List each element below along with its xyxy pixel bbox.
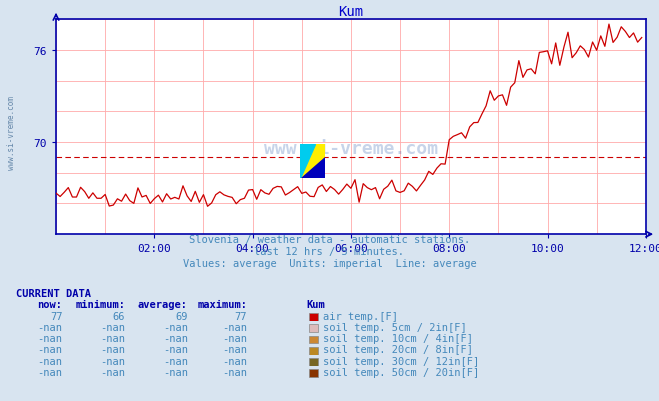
Text: -nan: -nan [38,356,63,366]
Text: last 12 hrs / 5 minutes.: last 12 hrs / 5 minutes. [254,247,405,257]
Polygon shape [301,158,325,178]
Text: -nan: -nan [100,367,125,377]
Text: 77: 77 [235,311,247,321]
Text: soil temp. 10cm / 4in[F]: soil temp. 10cm / 4in[F] [323,333,473,343]
Text: minimum:: minimum: [75,300,125,310]
Text: -nan: -nan [163,333,188,343]
Text: -nan: -nan [38,367,63,377]
Text: -nan: -nan [163,344,188,354]
Text: 69: 69 [175,311,188,321]
Text: -nan: -nan [100,333,125,343]
Text: CURRENT DATA: CURRENT DATA [16,288,92,298]
Polygon shape [300,144,315,178]
Text: Values: average  Units: imperial  Line: average: Values: average Units: imperial Line: av… [183,259,476,269]
Text: -nan: -nan [163,367,188,377]
Text: 66: 66 [113,311,125,321]
Text: www.si-vreme.com: www.si-vreme.com [264,140,438,158]
Text: 77: 77 [50,311,63,321]
Text: -nan: -nan [222,356,247,366]
Text: -nan: -nan [222,333,247,343]
Text: soil temp. 5cm / 2in[F]: soil temp. 5cm / 2in[F] [323,322,467,332]
Text: -nan: -nan [100,356,125,366]
Text: -nan: -nan [222,322,247,332]
Text: -nan: -nan [100,344,125,354]
Text: Kum: Kum [306,300,325,310]
Text: soil temp. 20cm / 8in[F]: soil temp. 20cm / 8in[F] [323,344,473,354]
Text: www.si-vreme.com: www.si-vreme.com [7,95,16,169]
Title: Kum: Kum [338,5,364,19]
Text: Slovenia / weather data - automatic stations.: Slovenia / weather data - automatic stat… [189,235,470,245]
Text: now:: now: [38,300,63,310]
Text: -nan: -nan [163,356,188,366]
Text: -nan: -nan [222,367,247,377]
Text: soil temp. 30cm / 12in[F]: soil temp. 30cm / 12in[F] [323,356,479,366]
Text: average:: average: [138,300,188,310]
Text: -nan: -nan [100,322,125,332]
Text: -nan: -nan [222,344,247,354]
Text: -nan: -nan [38,344,63,354]
Text: -nan: -nan [38,322,63,332]
Text: -nan: -nan [38,333,63,343]
Text: air temp.[F]: air temp.[F] [323,311,398,321]
Text: soil temp. 50cm / 20in[F]: soil temp. 50cm / 20in[F] [323,367,479,377]
Text: maximum:: maximum: [197,300,247,310]
Text: -nan: -nan [163,322,188,332]
